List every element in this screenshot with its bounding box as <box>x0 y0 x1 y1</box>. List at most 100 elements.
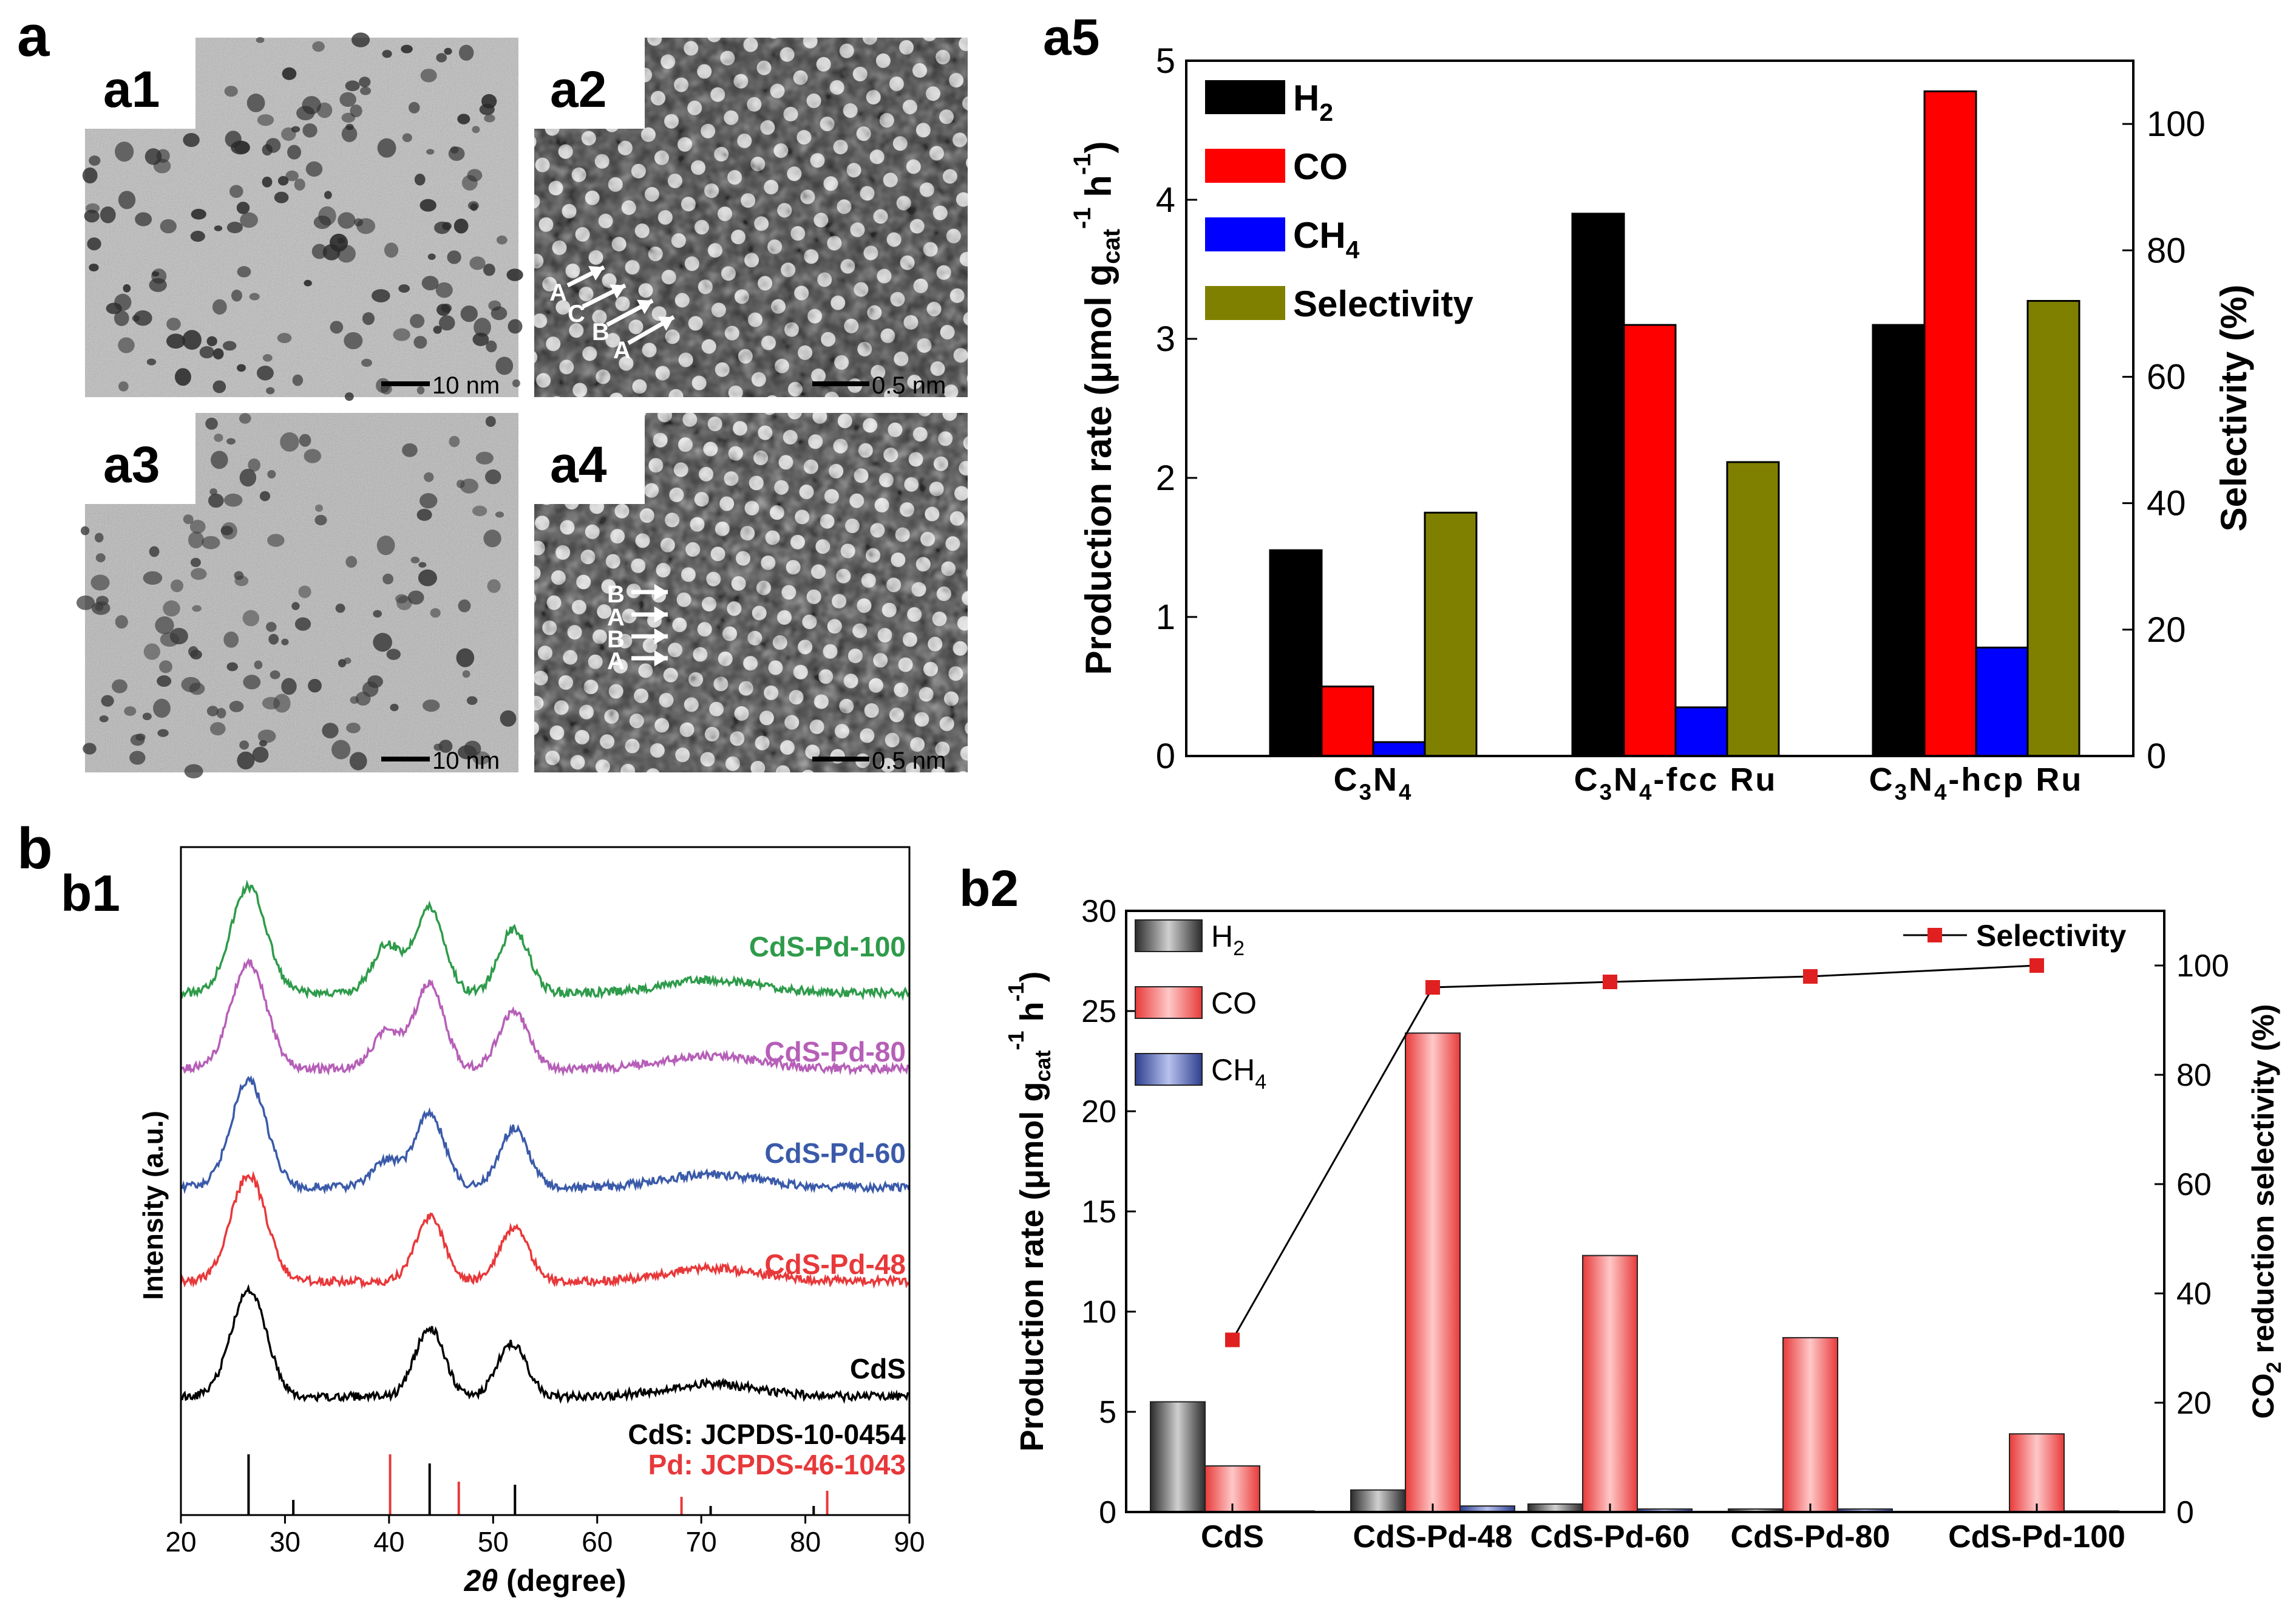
nanoparticle <box>434 221 450 234</box>
b2-y-tick-label: 5 <box>1099 1395 1116 1430</box>
nanoparticle <box>294 178 305 191</box>
nanoparticle <box>291 602 300 610</box>
nanoparticle <box>418 562 427 568</box>
nanoparticle <box>115 615 128 629</box>
a5-plot-frame <box>1185 60 2135 757</box>
nanoparticle <box>302 96 321 115</box>
b1-reference-label: CdS: JCPDS-10-0454 <box>628 1419 906 1450</box>
nanoparticle <box>472 505 487 517</box>
nanoparticle <box>190 231 205 242</box>
nanoparticle <box>324 191 332 199</box>
nanoparticle <box>214 225 223 231</box>
nanoparticle <box>252 746 269 763</box>
nanoparticle <box>287 145 302 160</box>
nanoparticle <box>339 92 356 107</box>
nanoparticles-a3 <box>76 413 517 778</box>
b2-legend-swatch-ch4 <box>1135 1053 1203 1086</box>
nanoparticle <box>248 458 260 472</box>
nanoparticle <box>96 596 109 606</box>
nanoparticle <box>361 358 373 367</box>
b1-series-label: CdS-Pd-48 <box>764 1248 906 1280</box>
nanoparticle <box>352 32 370 47</box>
nanoparticle <box>426 149 435 155</box>
b2-bar-h2-1 <box>1350 1489 1406 1513</box>
b2-x-tick-label: CdS-Pd-100 <box>1948 1519 2125 1555</box>
nanoparticle <box>209 488 217 496</box>
nanoparticle <box>90 574 110 591</box>
nanoparticle <box>256 36 265 43</box>
nanoparticle <box>433 743 443 751</box>
nanoparticle <box>386 649 401 660</box>
nanoparticle <box>267 534 285 547</box>
a5-y-axis-label: Production rate (μmol gcat-1 h-1) <box>1069 141 1125 675</box>
nanoparticle <box>372 289 390 302</box>
b1-pattern-cds-pd-100 <box>180 879 910 1001</box>
nanoparticle <box>239 740 250 750</box>
stacking-letter: A <box>549 279 567 306</box>
nanoparticle <box>410 556 420 564</box>
nanoparticle <box>435 282 453 298</box>
a5-bars <box>1269 90 2080 757</box>
nanoparticle <box>447 250 461 264</box>
b1-series-label: CdS <box>850 1353 906 1385</box>
nanoparticle <box>240 212 258 228</box>
arrow-head <box>610 284 625 299</box>
b2-y2-tick-label: 100 <box>2176 949 2229 984</box>
a5-bar-selectivity-0 <box>1424 511 1478 757</box>
nanoparticle <box>212 380 226 393</box>
nanoparticle <box>184 764 203 778</box>
nanoparticle <box>153 698 171 718</box>
nanoparticle <box>226 662 238 672</box>
a5-x-tick-label: C3N4 <box>1334 761 1413 805</box>
nanoparticle <box>262 176 273 188</box>
nanoparticle <box>95 553 106 562</box>
nanoparticle <box>407 590 424 605</box>
nanoparticle <box>512 379 520 387</box>
b1-x-tick-label: 40 <box>373 1526 404 1558</box>
arrow-head <box>658 316 674 331</box>
b2-legend-label-ch4: CH4 <box>1211 1053 1266 1094</box>
a5-bar-co-0 <box>1320 686 1374 757</box>
nanoparticle <box>488 300 501 311</box>
nanoparticle <box>458 599 471 613</box>
nanoparticle <box>242 610 259 627</box>
nanoparticle <box>474 318 491 337</box>
b1-pattern-cds-pd-80 <box>180 958 909 1077</box>
nanoparticle <box>350 104 362 118</box>
nanoparticle <box>160 219 177 234</box>
nanoparticle <box>299 434 311 447</box>
arrow-head <box>654 606 668 623</box>
b2-legend-marker-selectivity <box>1927 928 1942 942</box>
b2-y-tick-label: 20 <box>1081 1094 1116 1129</box>
nanoparticle <box>257 729 276 743</box>
a5-y-tick-label: 4 <box>1156 180 1175 220</box>
nanoparticle <box>149 546 160 557</box>
panel-label-a: a <box>17 4 50 69</box>
nanoparticle <box>487 579 501 593</box>
b1-series-label: CdS-Pd-60 <box>764 1137 906 1169</box>
b1-patterns: CdS-Pd-100 CdS-Pd-80 CdS-Pd-60 CdS-Pd-48 CdS… <box>180 879 910 1515</box>
nanoparticle <box>312 41 325 52</box>
nanoparticle <box>338 659 347 668</box>
nanoparticle <box>331 740 351 760</box>
nanoparticle <box>304 279 312 287</box>
nanoparticle <box>467 201 479 210</box>
nanoparticle <box>144 148 162 165</box>
nanoparticle <box>183 133 200 148</box>
nanoparticle <box>188 646 199 657</box>
nanoparticle <box>410 314 425 329</box>
nanoparticle <box>146 358 157 366</box>
nanoparticle <box>135 733 146 741</box>
a5-legend-swatch-selectivity <box>1205 286 1285 320</box>
nanoparticle <box>416 386 425 395</box>
b1-series-label: CdS-Pd-80 <box>764 1036 906 1068</box>
a5-y2-tick-label: 60 <box>2147 357 2186 397</box>
nanoparticle <box>430 608 441 618</box>
nanoparticle <box>457 114 470 124</box>
scale-label-a3: 10 nm <box>432 748 500 774</box>
nanoparticle <box>191 208 206 220</box>
nanoparticle <box>390 703 399 712</box>
nanoparticle <box>460 305 478 322</box>
nanoparticle <box>362 312 375 325</box>
